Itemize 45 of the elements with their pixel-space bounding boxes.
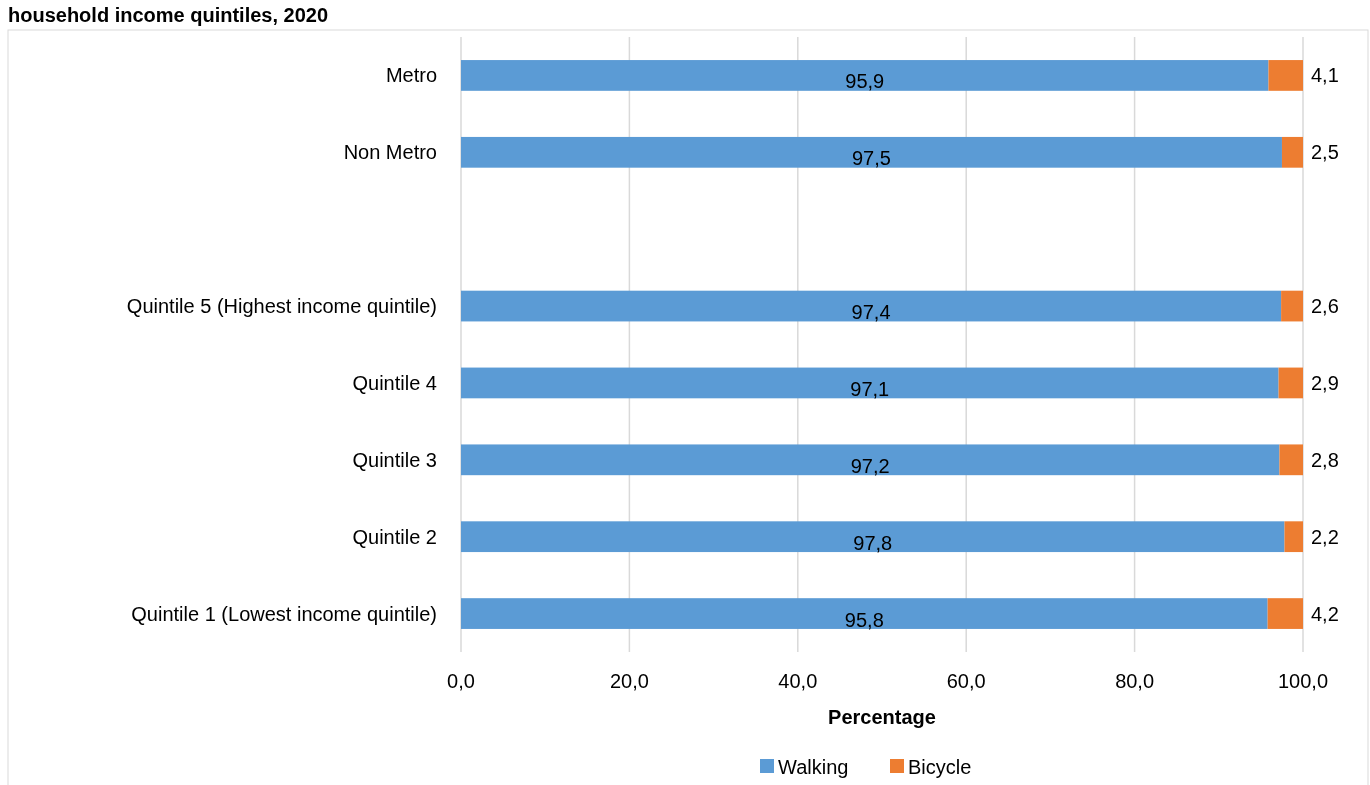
data-label: 97,5 [852,147,891,170]
y-tick-label: Quintile 2 [352,525,437,548]
bar [461,521,1285,553]
x-tick-label: 100,0 [1277,670,1329,692]
data-label: 97,1 [850,377,890,400]
data-label: 2,9 [1311,371,1339,394]
y-tick-label: Non Metro [343,141,437,164]
bar [1279,444,1303,476]
bar [1267,598,1303,629]
bar [461,367,1279,399]
x-tick-label: 80,0 [1115,670,1155,692]
bar [461,136,1282,168]
bar [461,290,1282,322]
data-label: 2,8 [1311,448,1339,471]
bar [1281,290,1303,322]
data-label: 2,6 [1311,295,1339,318]
data-label: 97,4 [851,301,891,324]
x-tick-label: 0,0 [447,670,475,692]
bar [461,60,1269,91]
data-label: 4,2 [1311,602,1339,625]
text: household income quintiles, 2020 [8,4,329,26]
data-label: 95,8 [844,608,884,631]
bar [1281,136,1303,168]
bar [461,598,1268,629]
data-label: 97,8 [853,531,893,554]
legend-label: Bicycle [908,756,972,778]
x-tick-label: 20,0 [609,670,649,692]
y-tick-label: Quintile 1 (Lowest income quintile) [131,602,437,625]
y-tick-label: Quintile 4 [352,371,437,394]
x-axis-title: Percentage [828,706,936,728]
y-tick-label: Quintile 3 [352,448,437,471]
data-label: 97,2 [850,454,890,477]
y-tick-label: Metro [385,64,437,87]
data-label: 95,9 [845,70,885,93]
y-tick-label: Quintile 5 (Highest income quintile) [126,295,437,318]
legend-label: Walking [778,756,849,778]
bar [461,444,1280,476]
data-label: 4,1 [1311,64,1339,87]
bar [1278,367,1303,399]
bar [1284,521,1303,553]
bar [1268,60,1303,91]
x-tick-label: 40,0 [778,670,818,692]
x-tick-label: 60,0 [946,670,986,692]
data-label: 2,5 [1311,141,1339,164]
data-label: 2,2 [1311,525,1339,548]
